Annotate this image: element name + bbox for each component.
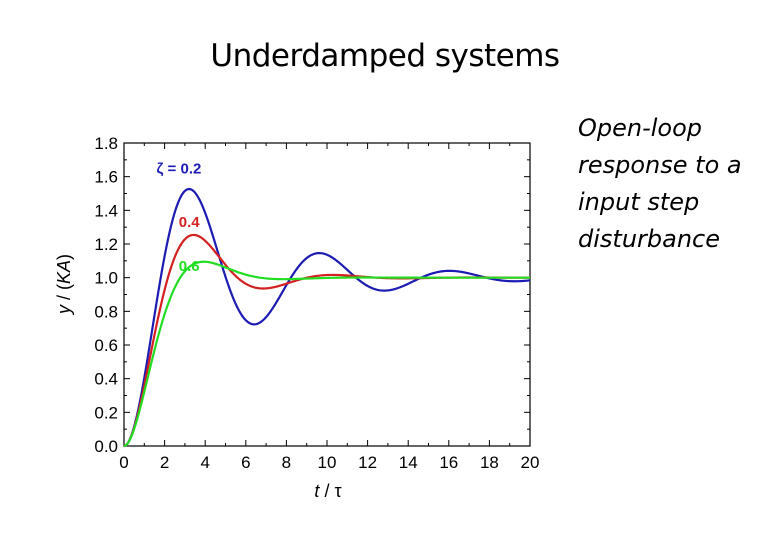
x-tick-label: 18 [480, 453, 499, 472]
y-tick-label: 1.2 [94, 235, 118, 254]
slide-title: Underdamped systems [210, 38, 560, 74]
x-tick-label: 16 [439, 453, 458, 472]
series-line-1 [123, 187, 531, 448]
x-tick-label: 10 [318, 453, 337, 472]
caption-line: input step [578, 188, 700, 216]
y-tick-label: 1.0 [94, 269, 118, 288]
y-tick-label: 0.8 [94, 302, 118, 321]
x-tick-label: 0 [119, 453, 128, 472]
y-tick-label: 0.4 [94, 370, 118, 389]
x-tick-label: 14 [399, 453, 418, 472]
series-label-2: 0.4 [179, 214, 201, 231]
y-axis-title: y / (KA) [54, 254, 74, 316]
x-tick-label: 6 [241, 453, 250, 472]
x-tick-label: 20 [521, 453, 540, 472]
caption-line: response to a [578, 151, 742, 179]
x-tick-label: 2 [160, 453, 169, 472]
x-axis-title: t / τ [314, 481, 341, 501]
chart-caption: Open-loop response to a input step distu… [578, 110, 773, 258]
plot-area: 0 2 4 6 8 10 12 14 16 18 20 0.0 0.2 0.4 0.6 0.8 1.0 1.2 1.… [94, 134, 539, 472]
y-tick-label: 0.0 [94, 437, 118, 456]
caption-line: disturbance [578, 225, 721, 253]
series-label-3: 0.6 [179, 258, 200, 275]
y-tick-label: 0.6 [94, 336, 118, 355]
x-tick-label: 4 [200, 453, 209, 472]
y-tick-label: 1.8 [94, 134, 118, 153]
y-tick-label: 1.6 [94, 168, 118, 187]
series-line-3 [123, 260, 530, 448]
x-tick-label: 8 [282, 453, 291, 472]
y-tick-label: 1.4 [94, 201, 118, 220]
plot-frame [123, 142, 531, 447]
x-tick-label: 12 [358, 453, 377, 472]
caption-line: Open-loop [578, 114, 703, 142]
y-tick-label: 0.2 [94, 403, 118, 422]
series-label-1: ζ = 0.2 [156, 160, 201, 177]
